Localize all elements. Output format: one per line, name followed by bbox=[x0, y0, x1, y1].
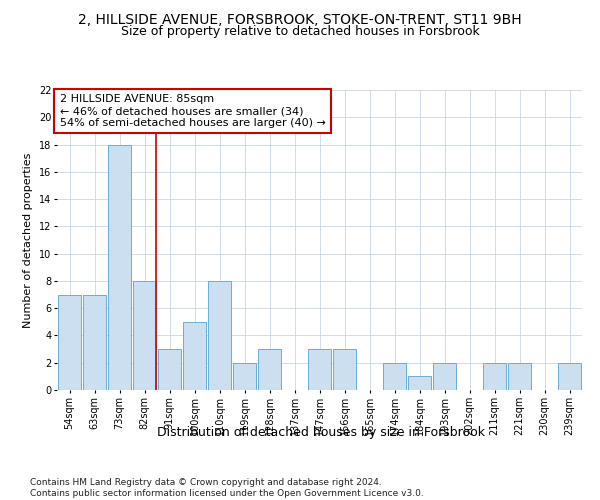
Text: 2 HILLSIDE AVENUE: 85sqm
← 46% of detached houses are smaller (34)
54% of semi-d: 2 HILLSIDE AVENUE: 85sqm ← 46% of detach… bbox=[59, 94, 325, 128]
Bar bbox=[433, 362, 457, 390]
Bar bbox=[107, 144, 131, 390]
Bar bbox=[58, 294, 82, 390]
Text: Contains HM Land Registry data © Crown copyright and database right 2024.
Contai: Contains HM Land Registry data © Crown c… bbox=[30, 478, 424, 498]
Text: Size of property relative to detached houses in Forsbrook: Size of property relative to detached ho… bbox=[121, 25, 479, 38]
Y-axis label: Number of detached properties: Number of detached properties bbox=[23, 152, 34, 328]
Bar bbox=[482, 362, 506, 390]
Bar bbox=[557, 362, 581, 390]
Text: 2, HILLSIDE AVENUE, FORSBROOK, STOKE-ON-TRENT, ST11 9BH: 2, HILLSIDE AVENUE, FORSBROOK, STOKE-ON-… bbox=[78, 12, 522, 26]
Text: Distribution of detached houses by size in Forsbrook: Distribution of detached houses by size … bbox=[157, 426, 485, 439]
Bar bbox=[233, 362, 256, 390]
Bar bbox=[383, 362, 406, 390]
Bar bbox=[308, 349, 331, 390]
Bar bbox=[83, 294, 106, 390]
Bar bbox=[208, 281, 232, 390]
Bar bbox=[332, 349, 356, 390]
Bar bbox=[407, 376, 431, 390]
Bar bbox=[257, 349, 281, 390]
Bar bbox=[182, 322, 206, 390]
Bar bbox=[158, 349, 181, 390]
Bar bbox=[508, 362, 532, 390]
Bar bbox=[133, 281, 157, 390]
